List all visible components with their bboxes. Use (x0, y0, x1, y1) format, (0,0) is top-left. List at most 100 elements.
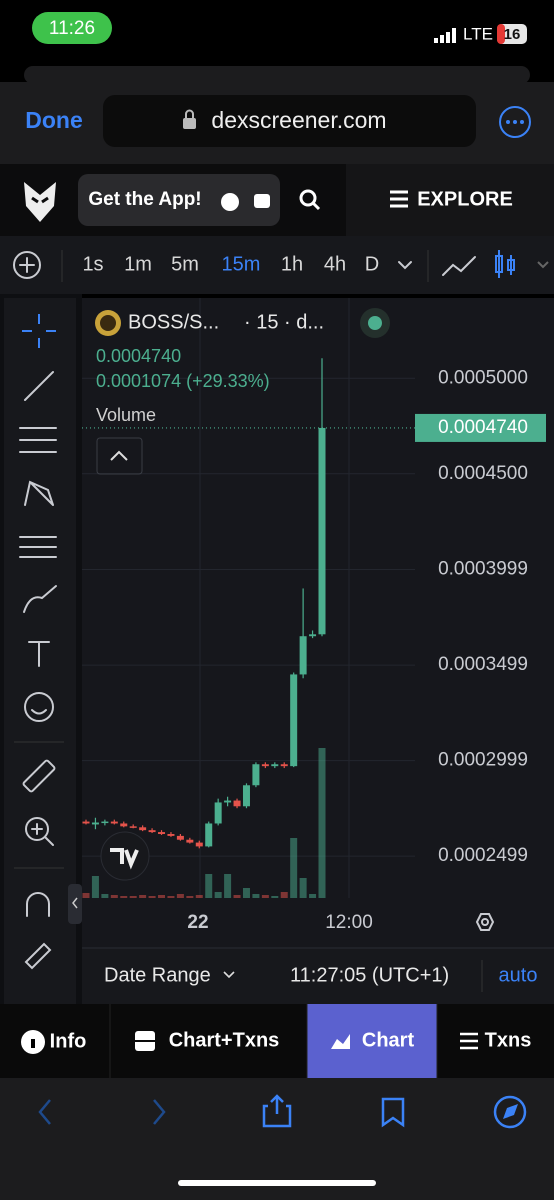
candle-body (91, 822, 99, 825)
volume-bar (252, 894, 260, 898)
volume-bar (158, 895, 166, 898)
back-button[interactable] (38, 1099, 51, 1125)
text-tool[interactable] (28, 641, 50, 667)
interval-button[interactable]: 5m (171, 253, 199, 275)
plot: 0.0005000 0.0004500 0.0003999 0.0003499 0.00… (82, 358, 546, 898)
candle-body (148, 830, 156, 833)
volume-bar (318, 748, 326, 898)
volume-bar (195, 895, 203, 898)
candle-body (224, 800, 232, 803)
candle-body (120, 823, 128, 827)
search-icon[interactable] (299, 189, 317, 207)
explore-area (346, 164, 554, 236)
x-tick-label: 12:00 (325, 912, 373, 933)
lines-tool[interactable] (19, 427, 57, 453)
line-style[interactable] (442, 256, 476, 276)
zoom-tool[interactable] (25, 817, 49, 841)
coin-inner (100, 315, 116, 331)
interval-button[interactable]: D (365, 253, 379, 275)
candle-body (271, 764, 279, 767)
home-indicator (178, 1180, 376, 1186)
zoom-handle (31, 823, 54, 846)
fib-tool[interactable] (19, 536, 57, 558)
tab-txns[interactable]: Txns (485, 1029, 532, 1051)
share-button[interactable] (262, 1094, 292, 1128)
interval-button[interactable]: 1h (281, 253, 303, 275)
volume-bar (290, 838, 298, 898)
compass-needle (503, 1104, 518, 1119)
txns-icon (460, 1032, 478, 1050)
get-app-button[interactable] (78, 174, 280, 226)
y-tick-label: 0.0002499 (438, 845, 528, 866)
collapse-legend-arrow (110, 450, 128, 461)
volume-bar (167, 896, 175, 898)
tv-logo[interactable] (100, 831, 150, 881)
ruler-tool[interactable] (22, 759, 56, 793)
y-tick-label: 0.0005000 (438, 367, 528, 388)
brush-tool[interactable] (23, 585, 57, 613)
more-button[interactable] (499, 106, 531, 138)
apple-icon (221, 193, 239, 211)
y-tick-label: 0.0003999 (438, 559, 528, 580)
date-range[interactable]: Date Range (104, 964, 211, 986)
y-tick-label: 0.0003499 (438, 654, 528, 675)
auto-scale[interactable]: auto (499, 964, 538, 986)
volume-bar (91, 876, 99, 898)
time-pill (32, 12, 112, 44)
lock-shackle (185, 109, 194, 118)
chart-icon (331, 1034, 350, 1049)
candle-body (214, 802, 222, 824)
settings-dot (481, 918, 489, 926)
interval-button[interactable]: 15m (222, 253, 261, 275)
done-button[interactable]: Done (25, 107, 83, 133)
candle-style[interactable] (495, 250, 515, 278)
info-i (31, 1039, 35, 1048)
interval-button[interactable]: 1s (82, 253, 103, 275)
volume-bar (224, 874, 232, 898)
candle-body (82, 821, 90, 824)
logo-eyes (31, 196, 49, 204)
interval-button[interactable]: 1m (124, 253, 152, 275)
interval-list: 1s 1m 5m 15m 1h 4h D (82, 253, 379, 275)
crosshair-tool[interactable] (22, 314, 56, 348)
url-box[interactable] (103, 95, 476, 147)
android-icon (254, 194, 270, 208)
add-indicator[interactable] (13, 251, 41, 279)
volume-bar (139, 895, 147, 898)
style-dropdown[interactable] (537, 261, 549, 269)
emoji-smile (31, 709, 47, 715)
explore-button[interactable]: EXPLORE (417, 188, 513, 210)
candle-body (101, 821, 109, 824)
lock-draw-tool[interactable] (24, 942, 52, 970)
menu-icon (390, 190, 408, 208)
trendline-tool[interactable] (24, 371, 54, 401)
candle-body (318, 427, 326, 635)
range-footer (82, 948, 554, 1004)
collapse-arrow (72, 897, 78, 909)
battery-level (497, 24, 505, 44)
candle-body (139, 827, 147, 831)
candle-body (129, 826, 137, 828)
interval-label: · 15 · d... (244, 311, 324, 333)
emoji-tool[interactable] (24, 692, 54, 722)
interval-dropdown[interactable] (398, 261, 412, 270)
tab-active (307, 1004, 437, 1078)
collapse-tab[interactable] (68, 884, 82, 924)
tv-logo-mark (110, 848, 139, 870)
forward-button[interactable] (153, 1099, 166, 1125)
settings-icon[interactable] (475, 913, 495, 931)
tab-chart[interactable]: Chart (362, 1029, 415, 1051)
interval-button[interactable]: 4h (324, 253, 346, 275)
candle-body (176, 835, 184, 840)
tab-info[interactable]: Info (50, 1030, 87, 1052)
logo[interactable] (24, 182, 56, 222)
magnet-tool[interactable] (26, 892, 50, 917)
compass-button[interactable] (493, 1095, 527, 1129)
volume-bar (299, 878, 307, 898)
pattern-tool[interactable] (24, 480, 54, 506)
collapse-legend[interactable] (96, 437, 143, 475)
bookmarks-button[interactable] (381, 1097, 405, 1128)
tab-chart-txns[interactable]: Chart+Txns (169, 1029, 280, 1051)
